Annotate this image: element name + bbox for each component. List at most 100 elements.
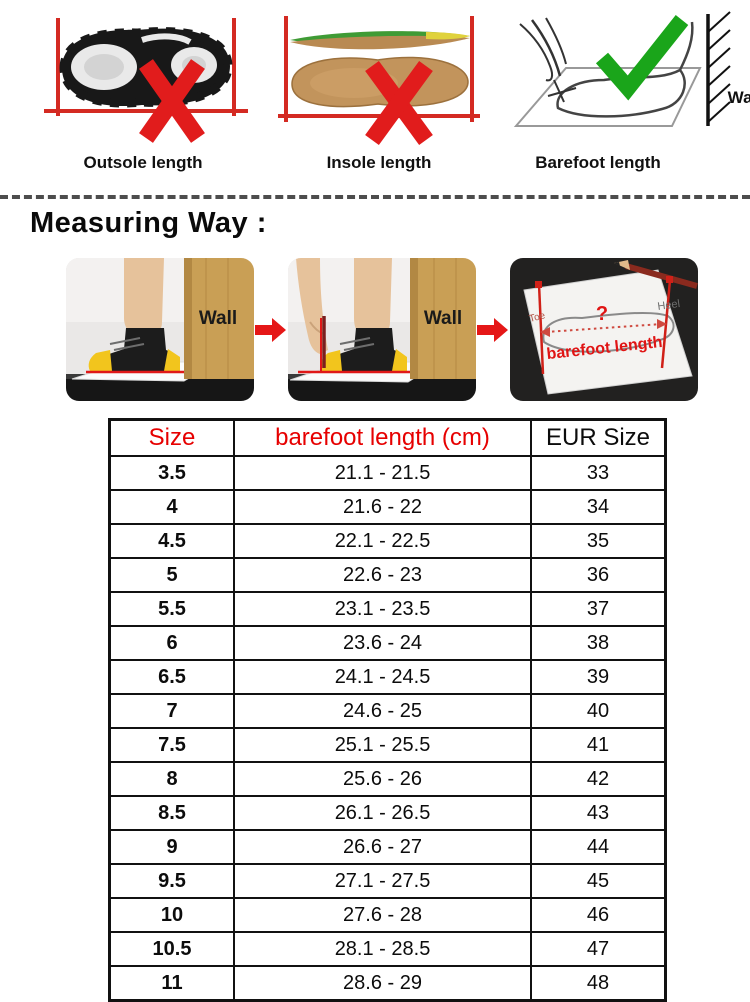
cell-eur-size: 44 [530, 829, 667, 865]
measuring-steps-section: Wall [66, 258, 750, 401]
cell-barefoot-length: 21.6 - 22 [233, 489, 532, 525]
cell-eur-size: 45 [530, 863, 667, 899]
method-insole: Insole length [276, 10, 482, 173]
header-barefoot-length: barefoot length (cm) [233, 418, 532, 457]
cell-barefoot-length: 25.6 - 26 [233, 761, 532, 797]
cell-barefoot-length: 22.6 - 23 [233, 557, 532, 593]
cell-size: 5.5 [108, 591, 235, 627]
cell-size: 8 [108, 761, 235, 797]
method-barefoot: Wall Barefoot length [496, 10, 750, 173]
toe-line-graphic [535, 281, 545, 375]
cell-size: 10 [108, 897, 235, 933]
measuring-photo-3: Toe Heel ? barefoot length [510, 258, 698, 401]
cell-barefoot-length: 26.6 - 27 [233, 829, 532, 865]
cell-barefoot-length: 23.1 - 23.5 [233, 591, 532, 627]
cell-barefoot-length: 26.1 - 26.5 [233, 795, 532, 831]
cell-eur-size: 33 [530, 455, 667, 491]
cell-size: 9 [108, 829, 235, 865]
header-eur-size: EUR Size [530, 418, 667, 457]
table-row: 4.5 22.1 - 22.5 35 [108, 523, 667, 559]
table-row: 5.5 23.1 - 23.5 37 [108, 591, 667, 627]
table-row: 11 28.6 - 29 48 [108, 965, 667, 1002]
cell-size: 11 [108, 965, 235, 1002]
method-label: Insole length [326, 153, 432, 172]
cell-barefoot-length: 27.6 - 28 [233, 897, 532, 933]
leg-and-sock-graphic [320, 258, 407, 371]
size-table-body: 3.5 21.1 - 21.5 33 4 21.6 - 22 34 4.5 22… [108, 455, 667, 1002]
cell-barefoot-length: 23.6 - 24 [233, 625, 532, 661]
cell-size: 4 [108, 489, 235, 525]
size-table: Size barefoot length (cm) EUR Size 3.5 2… [108, 418, 667, 1002]
photo-foot-tracing-measurement: Toe Heel ? barefoot length [510, 258, 698, 401]
table-row: 8.5 26.1 - 26.5 43 [108, 795, 667, 831]
cell-barefoot-length: 25.1 - 25.5 [233, 727, 532, 763]
cardboard-box-graphic [184, 258, 254, 379]
cardboard-box-graphic [410, 258, 476, 379]
table-row: 3.5 21.1 - 21.5 33 [108, 455, 667, 491]
insole-figure [276, 10, 482, 151]
cell-barefoot-length: 28.1 - 28.5 [233, 931, 532, 967]
measuring-photo-1: Wall [66, 258, 254, 401]
outsole-figure [34, 10, 252, 151]
cell-eur-size: 48 [530, 965, 667, 1002]
cell-eur-size: 36 [530, 557, 667, 593]
method-label: Barefoot length [535, 153, 661, 172]
cell-eur-size: 38 [530, 625, 667, 661]
barefoot-figure: Wall [496, 10, 750, 151]
table-row: 6.5 24.1 - 24.5 39 [108, 659, 667, 695]
toe-label: Toe [528, 310, 547, 325]
cell-size: 6 [108, 625, 235, 661]
method-label: Outsole length [83, 153, 203, 172]
paper-sheet-graphic [523, 269, 693, 395]
hand-with-pen-graphic [519, 17, 577, 103]
header-size: Size [108, 418, 235, 457]
method-outsole: Outsole length [34, 10, 252, 173]
cell-eur-size: 43 [530, 795, 667, 831]
cell-size: 7 [108, 693, 235, 729]
cell-size: 9.5 [108, 863, 235, 899]
cell-barefoot-length: 24.1 - 24.5 [233, 659, 532, 695]
cell-size: 10.5 [108, 931, 235, 967]
wall-label: Wall [727, 88, 750, 107]
measuring-way-heading: Measuring Way : [30, 207, 267, 239]
table-row: 7.5 25.1 - 25.5 41 [108, 727, 667, 763]
dashed-divider [0, 195, 750, 199]
wall-label: Wall [424, 308, 462, 329]
insole-illustration [278, 16, 480, 146]
cell-size: 3.5 [108, 455, 235, 491]
measuring-photo-2: Wall [288, 258, 476, 401]
cell-size: 4.5 [108, 523, 235, 559]
size-table-header: Size barefoot length (cm) EUR Size [108, 418, 667, 457]
table-row: 5 22.6 - 23 36 [108, 557, 667, 593]
cell-eur-size: 46 [530, 897, 667, 933]
red-x-icon [139, 59, 205, 143]
outsole-illustration [44, 18, 248, 143]
table-row: 9 26.6 - 27 44 [108, 829, 667, 865]
leg-and-sock-graphic [88, 258, 180, 371]
cell-eur-size: 37 [530, 591, 667, 627]
cell-eur-size: 35 [530, 523, 667, 559]
cell-barefoot-length: 24.6 - 25 [233, 693, 532, 729]
measurement-methods-section: Outsole length [0, 0, 750, 173]
photo-marking-toe: Wall [288, 258, 476, 401]
pencil-graphic [614, 260, 698, 289]
cell-eur-size: 41 [530, 727, 667, 763]
insole-side-view-graphic [290, 31, 470, 50]
wall-label: Wall [199, 308, 237, 329]
cell-barefoot-length: 22.1 - 22.5 [233, 523, 532, 559]
heel-label: Heel [657, 298, 681, 313]
cell-size: 7.5 [108, 727, 235, 763]
table-row: 10 27.6 - 28 46 [108, 897, 667, 933]
table-row: 6 23.6 - 24 38 [108, 625, 667, 661]
barefoot-illustration [513, 11, 731, 127]
foot-outline-graphic [542, 311, 675, 353]
table-row: 10.5 28.1 - 28.5 47 [108, 931, 667, 967]
cell-size: 6.5 [108, 659, 235, 695]
cell-barefoot-length: 21.1 - 21.5 [233, 455, 532, 491]
red-x-icon [365, 60, 433, 146]
photo-foot-against-box: Wall [66, 258, 254, 401]
cell-size: 5 [108, 557, 235, 593]
cell-eur-size: 40 [530, 693, 667, 729]
table-row: 9.5 27.1 - 27.5 45 [108, 863, 667, 899]
cell-eur-size: 34 [530, 489, 667, 525]
